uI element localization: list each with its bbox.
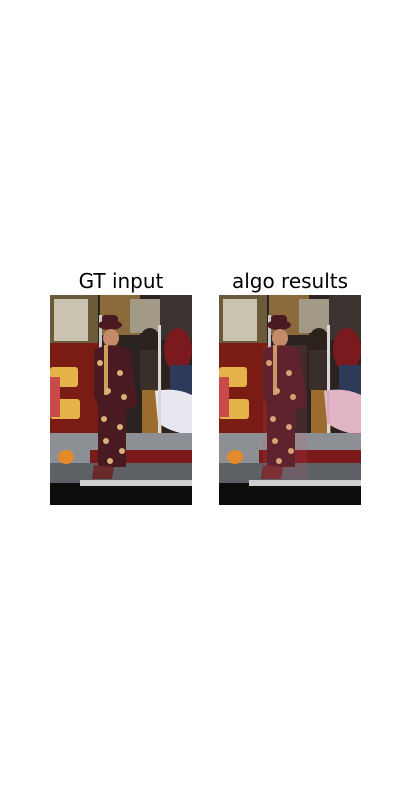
gt-input-image: [50, 295, 192, 505]
panel-title-algo: algo results: [219, 268, 361, 294]
algo-results-image: [219, 295, 361, 505]
panel-title-gt: GT input: [50, 268, 192, 294]
